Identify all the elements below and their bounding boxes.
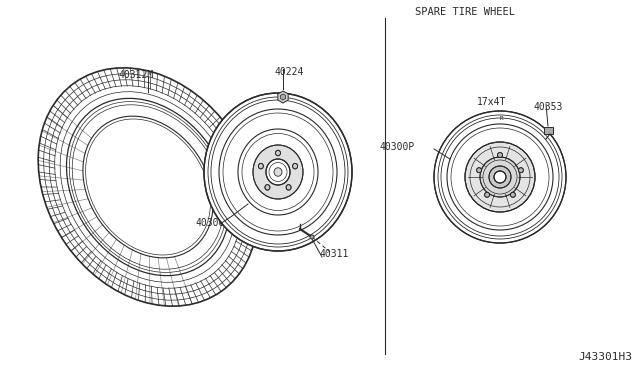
- Ellipse shape: [310, 235, 314, 239]
- Text: 40300P: 40300P: [380, 142, 415, 152]
- Ellipse shape: [494, 171, 506, 183]
- Ellipse shape: [204, 93, 352, 251]
- Text: R: R: [500, 116, 504, 121]
- Ellipse shape: [266, 159, 290, 185]
- Ellipse shape: [480, 157, 520, 197]
- Text: SPARE TIRE WHEEL: SPARE TIRE WHEEL: [415, 7, 515, 17]
- Ellipse shape: [265, 185, 270, 190]
- Ellipse shape: [434, 111, 566, 243]
- Polygon shape: [278, 91, 288, 103]
- Ellipse shape: [275, 150, 280, 156]
- Text: 40300P: 40300P: [196, 218, 231, 228]
- Ellipse shape: [511, 192, 515, 197]
- Ellipse shape: [38, 68, 258, 306]
- Ellipse shape: [286, 185, 291, 190]
- Ellipse shape: [292, 163, 298, 169]
- Bar: [544, 127, 553, 134]
- Ellipse shape: [253, 145, 303, 199]
- Text: 40353: 40353: [534, 102, 563, 112]
- Ellipse shape: [489, 166, 511, 188]
- Ellipse shape: [484, 192, 490, 197]
- Ellipse shape: [477, 168, 481, 173]
- Text: 40224: 40224: [275, 67, 305, 77]
- Ellipse shape: [497, 153, 502, 157]
- Text: 17x4T: 17x4T: [477, 97, 507, 107]
- Text: 40312M: 40312M: [118, 70, 153, 80]
- Ellipse shape: [465, 142, 535, 212]
- Text: J43301H3: J43301H3: [578, 352, 632, 362]
- Polygon shape: [280, 94, 285, 100]
- Text: 40311: 40311: [320, 249, 349, 259]
- Ellipse shape: [259, 163, 264, 169]
- Ellipse shape: [518, 168, 524, 173]
- Ellipse shape: [274, 168, 282, 176]
